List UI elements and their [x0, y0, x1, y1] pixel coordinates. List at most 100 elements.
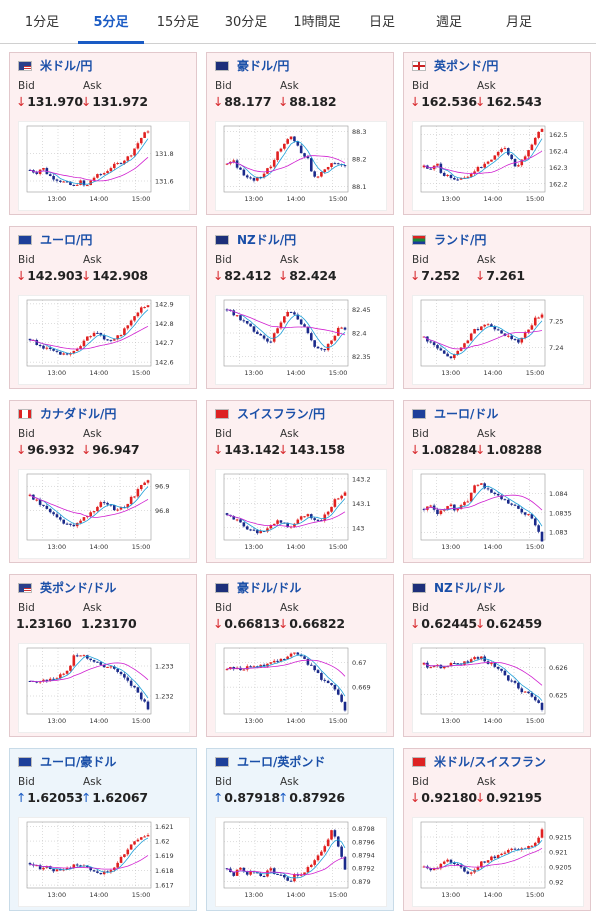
pair-title[interactable]: スイスフラン/円: [215, 405, 325, 421]
tab-4[interactable]: 1時間足: [293, 15, 341, 30]
pair-title[interactable]: NZドル/ドル: [412, 579, 505, 595]
candle: [303, 516, 306, 518]
tab-3[interactable]: 30分足: [224, 15, 268, 30]
ma-long-line: [226, 155, 346, 173]
price-chart[interactable]: 7.25 7.24 13:00 14:00 15:00: [412, 295, 584, 385]
pair-title[interactable]: ユーロ/英ポンド: [215, 753, 325, 769]
candle: [493, 492, 497, 495]
candle: [490, 324, 493, 327]
pair-title[interactable]: カナダドル/円: [18, 405, 116, 421]
candle: [48, 174, 52, 176]
down-arrow-icon: ↓: [81, 94, 92, 109]
rate-card[interactable]: ユーロ/豪ドル Bid Ask ↑1.62053 ↑1.62067 1.621 1.62 1.…: [9, 748, 197, 911]
candle: [490, 489, 493, 493]
rate-card[interactable]: スイスフラン/円 Bid Ask ↓143.142 ↓143.158 143.2 143.1…: [206, 400, 394, 563]
rate-card[interactable]: 豪ドル/円 Bid Ask ↓88.177 ↓88.182 88.3 88.2 88.1 13:…: [206, 52, 394, 215]
candle: [540, 314, 544, 318]
candle: [119, 163, 123, 165]
candle: [517, 339, 520, 343]
rate-card[interactable]: ユーロ/英ポンド Bid Ask ↑0.87918 ↑0.87926 0.8798 0.87…: [206, 748, 394, 911]
candle: [316, 519, 320, 521]
rate-card[interactable]: 英ポンド/ドル Bid Ask 1.23160 1.23170 1.233 1.232 13:…: [9, 574, 197, 737]
tab-0[interactable]: 1分足: [24, 15, 60, 30]
price-chart[interactable]: 96.9 96.8 13:00 14:00 15:00: [18, 469, 190, 559]
bid-price-value: 0.62445: [421, 616, 477, 631]
candle: [486, 860, 490, 863]
y-tick-label: 0.9205: [549, 864, 572, 872]
x-tick-label: 14:00: [90, 543, 109, 551]
candle: [306, 326, 310, 334]
pair-title[interactable]: ユーロ/円: [18, 231, 92, 247]
price-chart[interactable]: 88.3 88.2 88.1 13:00 14:00 15:00: [215, 121, 387, 211]
ma-short-line: [423, 320, 543, 356]
candle: [316, 346, 320, 349]
ma-short-line: [226, 839, 346, 879]
pair-title[interactable]: ユーロ/豪ドル: [18, 753, 116, 769]
price-chart[interactable]: 131.8 131.6 13:00 14:00 15:00: [18, 121, 190, 211]
tab-1[interactable]: 5分足: [78, 0, 144, 44]
price-chart[interactable]: 82.45 82.4 82.35 13:00 14:00 15:00: [215, 295, 387, 385]
candle: [45, 347, 49, 349]
tab-6[interactable]: 週足: [435, 15, 462, 30]
candle: [493, 663, 497, 667]
candle: [79, 180, 82, 185]
ask-label: Ask: [83, 602, 102, 614]
price-chart[interactable]: 162.5 162.4 162.3 162.2 13:00 14:00 15:00: [412, 121, 584, 211]
pair-title[interactable]: NZドル/円: [215, 231, 296, 247]
rate-card[interactable]: 米ドル/スイスフラン Bid Ask ↓0.92180 ↓0.92195 0.9215 0.…: [403, 748, 591, 911]
flag-au-icon: [215, 583, 229, 593]
candle: [38, 345, 42, 347]
candle: [309, 333, 313, 341]
down-arrow-icon: ↓: [213, 94, 224, 109]
candle: [42, 504, 45, 506]
pair-title[interactable]: 豪ドル/円: [215, 57, 289, 73]
pair-title[interactable]: 豪ドル/ドル: [215, 579, 301, 595]
candle: [463, 343, 466, 348]
y-tick-label: 142.7: [155, 339, 174, 347]
price-chart[interactable]: 0.8798 0.8796 0.8794 0.8792 0.879 13:00 14:00 1…: [215, 817, 387, 907]
price-chart[interactable]: 1.233 1.232 13:00 14:00 15:00: [18, 643, 190, 733]
pair-title[interactable]: ランド/円: [412, 231, 486, 247]
rate-card[interactable]: ユーロ/円 Bid Ask ↓142.903 ↓142.908 142.9 142.8 142…: [9, 226, 197, 389]
rate-card[interactable]: NZドル/円 Bid Ask ↓82.412 ↓82.424 82.45 82.4 82.35…: [206, 226, 394, 389]
pair-title[interactable]: 英ポンド/ドル: [18, 579, 116, 595]
price-chart[interactable]: 1.084 1.0835 1.083 13:00 14:00 15:00: [412, 469, 584, 559]
rate-card[interactable]: 豪ドル/ドル Bid Ask ↓0.66813 ↓0.66822 0.67 0.669 13:…: [206, 574, 394, 737]
price-chart[interactable]: 142.9 142.8 142.7 142.6 13:00 14:00 15:00: [18, 295, 190, 385]
tab-2[interactable]: 15分足: [156, 15, 200, 30]
bid-price-value: 1.23160: [16, 616, 72, 631]
bid-price-value: 143.142: [224, 442, 280, 457]
rate-card[interactable]: 米ドル/円 Bid Ask ↓131.970 ↓131.972 131.8 131.6 13:…: [9, 52, 197, 215]
price-chart[interactable]: 0.67 0.669 13:00 14:00 15:00: [215, 643, 387, 733]
pair-title[interactable]: 米ドル/円: [18, 57, 92, 73]
candle: [446, 353, 449, 357]
candle: [272, 333, 276, 342]
candle: [28, 494, 32, 496]
price-chart[interactable]: 0.626 0.625 13:00 14:00 15:00: [412, 643, 584, 733]
rate-card[interactable]: ユーロ/ドル Bid Ask ↓1.08284 ↓1.08288 1.084 1.0835 1…: [403, 400, 591, 563]
price-chart[interactable]: 0.9215 0.921 0.9205 0.92 13:00 14:00 15:00: [412, 817, 584, 907]
pair-title[interactable]: ユーロ/ドル: [412, 405, 498, 421]
tab-7[interactable]: 月足: [505, 15, 532, 30]
y-tick-label: 131.6: [155, 178, 174, 186]
x-tick-label: 14:00: [287, 195, 306, 203]
pair-title[interactable]: 米ドル/スイスフラン: [412, 753, 546, 769]
candle: [493, 155, 497, 160]
rate-card[interactable]: カナダドル/円 Bid Ask ↓96.932 ↓96.947 96.9 96.8 13:00…: [9, 400, 197, 563]
rate-card[interactable]: ランド/円 Bid Ask ↓7.252 ↓7.261 7.25 7.24 13:00 14:0…: [403, 226, 591, 389]
price-chart[interactable]: 1.621 1.62 1.619 1.618 1.617 13:00 14:00 15:00: [18, 817, 190, 907]
rate-card[interactable]: NZドル/ドル Bid Ask ↓0.62445 ↓0.62459 0.626 0.625 1…: [403, 574, 591, 737]
candle: [469, 492, 473, 502]
rate-card[interactable]: 英ポンド/円 Bid Ask ↓162.536 ↓162.543 162.5 162.4 16…: [403, 52, 591, 215]
pair-title[interactable]: 英ポンド/円: [412, 57, 498, 73]
candle: [326, 511, 330, 515]
candle: [272, 523, 276, 525]
candle: [112, 339, 116, 341]
candle: [336, 498, 340, 500]
price-chart[interactable]: 143.2 143.1 143 13:00 14:00 15:00: [215, 469, 387, 559]
candle: [269, 868, 273, 871]
bid-label: Bid: [412, 428, 429, 440]
candle: [249, 666, 252, 668]
tab-5[interactable]: 日足: [368, 15, 395, 30]
bid-price: ↓82.412: [213, 268, 272, 283]
